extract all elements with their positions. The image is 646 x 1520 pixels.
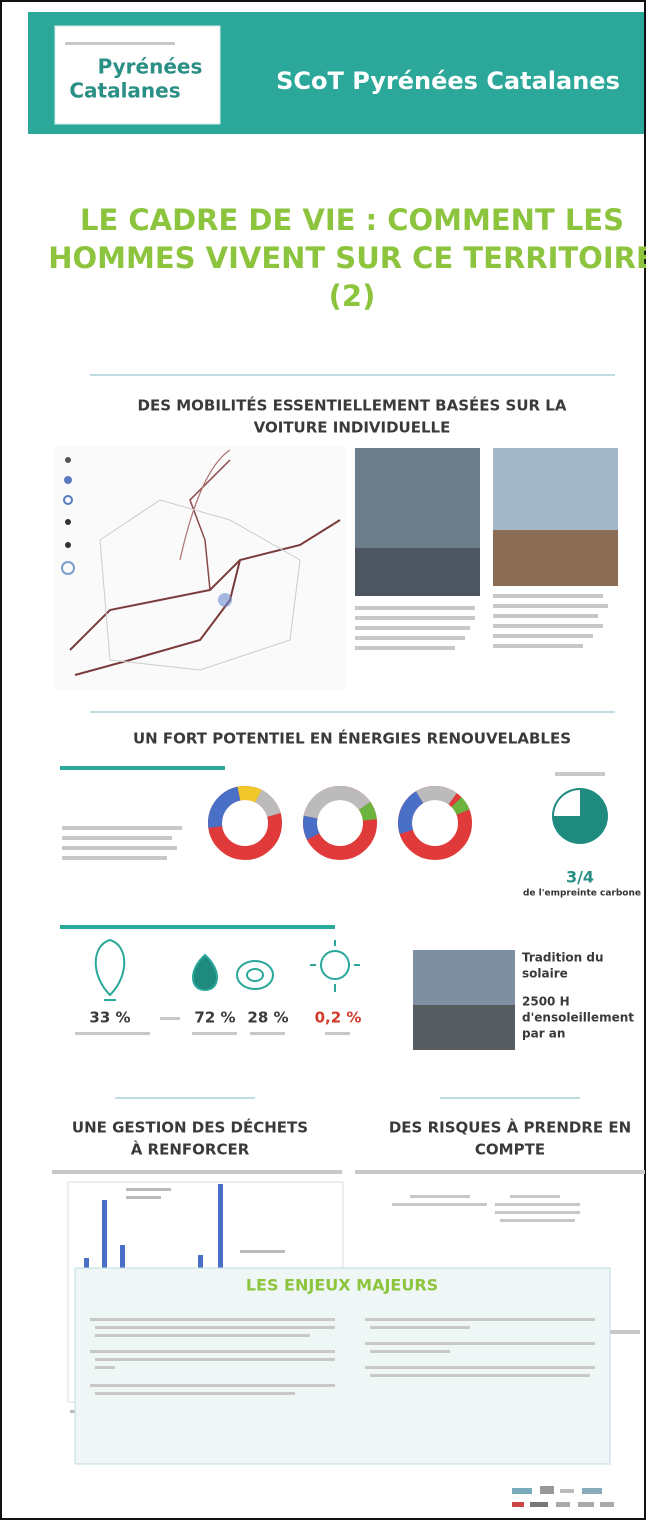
fraction: 3/4 bbox=[566, 868, 594, 887]
solar-text: Tradition du bbox=[522, 951, 604, 965]
solar-text: solaire bbox=[522, 967, 568, 981]
page-title: (2) bbox=[329, 279, 376, 313]
percentage: 0,2 % bbox=[315, 1009, 362, 1027]
poster: Pyrénées Catalanes SCoT Pyrénées Catalan… bbox=[0, 0, 646, 1520]
page-title: LE CADRE DE VIE : COMMENT LES bbox=[80, 203, 624, 237]
solar-text: d'ensoleillement bbox=[522, 1011, 634, 1025]
body: {"header":{"logo_line1":"Pyrénées","logo… bbox=[0, 0, 646, 1520]
section-heading: UN FORT POTENTIEL EN ÉNERGIES RENOUVELAB… bbox=[133, 729, 571, 748]
fraction-caption: de l'empreinte carbone bbox=[523, 889, 641, 899]
illegible-text bbox=[52, 1170, 342, 1174]
section-heading: À RENFORCER bbox=[131, 1140, 250, 1159]
section-heading: DES MOBILITÉS ESSENTIELLEMENT BASÉES SUR… bbox=[138, 396, 567, 415]
section-heading: DES RISQUES À PRENDRE EN bbox=[389, 1118, 631, 1137]
photo-detail bbox=[355, 548, 480, 596]
illegible-text bbox=[65, 42, 175, 45]
illegible-text bbox=[60, 766, 225, 770]
page-title: HOMMES VIVENT SUR CE TERRITOIRE bbox=[48, 241, 646, 275]
page: SCoT Pyrénées Catalanes html,body{margin… bbox=[0, 0, 646, 1520]
illegible-text bbox=[555, 772, 605, 776]
section-heading: COMPTE bbox=[475, 1141, 545, 1159]
photo-detail bbox=[493, 530, 618, 586]
section-heading: UNE GESTION DES DÉCHETS bbox=[72, 1118, 308, 1137]
illegible-text bbox=[355, 1170, 645, 1174]
section-heading: VOITURE INDIVIDUELLE bbox=[254, 419, 451, 437]
issues-heading: LES ENJEUX MAJEURS bbox=[246, 1276, 438, 1295]
photo-detail bbox=[413, 1005, 515, 1050]
logo-text: Pyrénées bbox=[98, 55, 203, 79]
header-title: SCoT Pyrénées Catalanes bbox=[276, 67, 620, 95]
logo-text: Catalanes bbox=[69, 79, 180, 103]
pie-illustration bbox=[552, 788, 608, 844]
illegible-text bbox=[60, 925, 335, 929]
percentage: 72 % bbox=[194, 1009, 235, 1027]
map bbox=[55, 445, 345, 690]
solar-text: 2500 H bbox=[522, 995, 570, 1009]
percentage: 33 % bbox=[89, 1009, 130, 1027]
percentage: 28 % bbox=[247, 1009, 288, 1027]
solar-text: par an bbox=[522, 1027, 565, 1041]
